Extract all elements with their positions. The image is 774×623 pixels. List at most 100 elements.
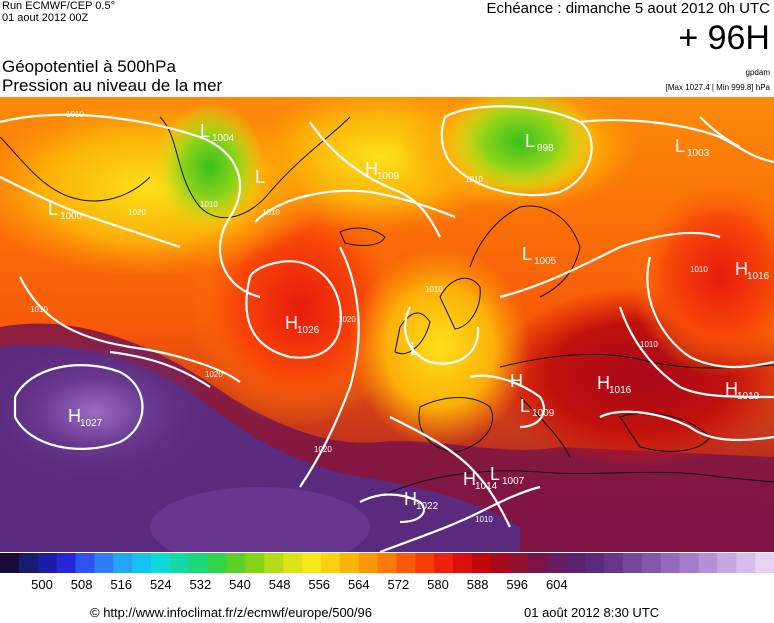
map-title-geopotential: Géopotentiel à 500hPa bbox=[2, 57, 176, 76]
pressure-center-letter: L bbox=[520, 396, 530, 416]
color-scale-step bbox=[471, 553, 492, 573]
color-scale-step bbox=[320, 553, 341, 573]
pressure-center-letter: H bbox=[735, 259, 748, 279]
pressure-center-high: H 1019 bbox=[725, 379, 760, 402]
color-scale-step bbox=[188, 553, 209, 573]
pressure-center-letter: L bbox=[675, 136, 685, 156]
isobar-label: 1010 bbox=[66, 110, 84, 119]
pressure-center-letter: L bbox=[255, 167, 265, 187]
color-scale-step bbox=[660, 553, 681, 573]
pressure-center-value: 1009 bbox=[377, 171, 400, 182]
color-scale-step bbox=[169, 553, 190, 573]
pressure-center-high: H 1009 bbox=[365, 159, 400, 182]
color-scale-step bbox=[207, 553, 228, 573]
color-scale-step bbox=[18, 553, 39, 573]
pressure-center-value: 1007 bbox=[502, 476, 525, 487]
color-scale-step bbox=[302, 553, 322, 573]
color-scale-tick-label: 556 bbox=[308, 577, 330, 592]
color-scale-step bbox=[94, 553, 114, 573]
color-scale-step bbox=[226, 553, 246, 573]
pressure-center-letter: H bbox=[510, 371, 523, 391]
isobar-labels: 1010 1020 1010 1010 1020 1020 1010 1010 1010 1010… bbox=[30, 110, 708, 524]
color-scale-step bbox=[415, 553, 435, 573]
isobar-label: 1010 bbox=[262, 208, 280, 217]
color-scale-step bbox=[453, 553, 473, 573]
color-scale-tick-label: 532 bbox=[190, 577, 212, 592]
color-scale-tick-label: 524 bbox=[150, 577, 172, 592]
color-scale-step bbox=[622, 553, 643, 573]
forecast-valid-time: Echéance : dimanche 5 aout 2012 0h UTC bbox=[486, 0, 770, 17]
pressure-center-high: H 1022 bbox=[404, 489, 439, 512]
pressure-center-letter: H bbox=[404, 489, 417, 509]
pressure-center-letter: H bbox=[285, 313, 298, 333]
color-scale-tick-label: 516 bbox=[110, 577, 132, 592]
issue-timestamp: 01 août 2012 8:30 UTC bbox=[524, 605, 660, 620]
pressure-center-value: 1005 bbox=[534, 256, 557, 267]
isobar-label: 1020 bbox=[338, 315, 356, 324]
pressure-center-value: 1016 bbox=[747, 271, 770, 282]
pressure-center-letter: H bbox=[725, 379, 738, 399]
pressure-center-low: L 1003 bbox=[675, 136, 710, 159]
pressure-center-value: 1019 bbox=[737, 391, 760, 402]
color-scale-step bbox=[151, 553, 171, 573]
map-title-pressure: Pression au niveau de la mer bbox=[2, 76, 223, 95]
color-scale-step bbox=[0, 553, 20, 573]
color-scale-step bbox=[641, 553, 662, 573]
color-scale-tick-label: 604 bbox=[546, 577, 568, 592]
color-scale-tick-label: 548 bbox=[269, 577, 291, 592]
color-scale-tick-label: 564 bbox=[348, 577, 370, 592]
color-scale-step bbox=[528, 553, 548, 573]
color-scale-step bbox=[132, 553, 152, 573]
color-scale-step bbox=[264, 553, 284, 573]
color-scale-step bbox=[736, 553, 756, 573]
color-scale-step bbox=[585, 553, 605, 573]
run-label: Run ECMWF/CEP 0.5° bbox=[2, 0, 116, 12]
lead-time: + 96H bbox=[678, 19, 770, 57]
pressure-center-high: H 1026 bbox=[285, 313, 320, 336]
pressure-center-value: 1003 bbox=[687, 148, 710, 159]
isobar-label: 1010 bbox=[640, 340, 658, 349]
run-date: 01 aout 2012 00Z bbox=[2, 12, 89, 24]
pressure-center-high: H bbox=[510, 371, 523, 391]
color-scale-step bbox=[566, 553, 586, 573]
isobar-label: 1020 bbox=[314, 445, 332, 454]
pressure-center-letter: L bbox=[200, 121, 210, 141]
color-scale-step bbox=[56, 553, 77, 573]
color-scale-tick-label: 572 bbox=[388, 577, 410, 592]
pressure-center-letter: L bbox=[410, 339, 420, 359]
pressure-center-letter: H bbox=[365, 159, 378, 179]
isobars bbox=[0, 105, 774, 552]
pressure-center-low: L 1005 bbox=[522, 244, 557, 267]
color-scale-tick-label: 508 bbox=[71, 577, 93, 592]
color-scale-step bbox=[547, 553, 567, 573]
pressure-center-letter: H bbox=[597, 373, 610, 393]
isobar-label: 1020 bbox=[128, 208, 146, 217]
color-scale-step bbox=[604, 553, 624, 573]
isobar-label: 1010 bbox=[465, 175, 483, 184]
color-scale-step bbox=[339, 553, 360, 573]
unit-tag: gpdam bbox=[745, 68, 770, 77]
color-scale-step bbox=[755, 553, 774, 573]
color-scale-tick-label: 588 bbox=[467, 577, 489, 592]
isobar-label: 1010 bbox=[475, 515, 493, 524]
max-min-readout: [Max 1027.4 | Min 999.8] hPa bbox=[665, 83, 770, 92]
color-scale-step bbox=[283, 553, 303, 573]
pressure-center-value: 1004 bbox=[212, 133, 235, 144]
pressure-center-value: 1000 bbox=[60, 211, 83, 222]
pressure-center-value: 1026 bbox=[297, 325, 320, 336]
color-scale-step bbox=[698, 553, 718, 573]
color-scale-step bbox=[75, 553, 95, 573]
color-scale-tick-label: 500 bbox=[31, 577, 53, 592]
pressure-center-letter: L bbox=[48, 199, 58, 219]
color-scale-step bbox=[245, 553, 265, 573]
coastlines bbox=[0, 116, 774, 498]
color-scale-tick-label: 580 bbox=[427, 577, 449, 592]
pressure-center-low: L bbox=[410, 339, 420, 359]
color-scale-step bbox=[490, 553, 511, 573]
pressure-center-letter: H bbox=[463, 469, 476, 489]
pressure-center-low: L bbox=[255, 167, 265, 187]
pressure-center-letter: H bbox=[68, 406, 81, 426]
color-scale-step bbox=[113, 553, 133, 573]
